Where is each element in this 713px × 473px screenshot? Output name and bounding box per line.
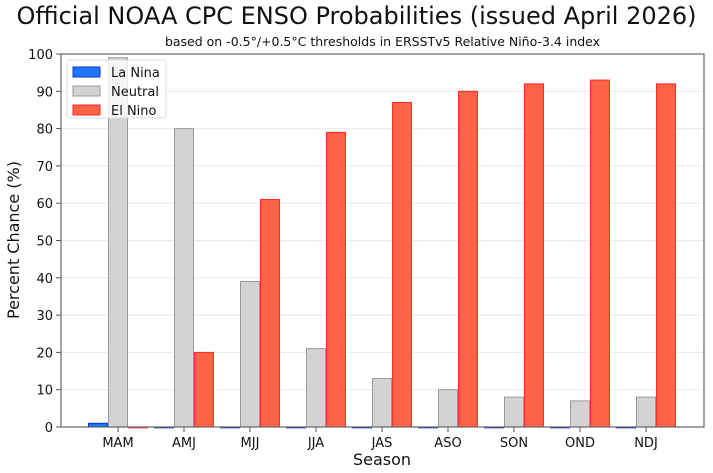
bar-el-nino-ond: [590, 79, 610, 428]
legend-swatch-neutral: [72, 85, 101, 97]
y-tick-label-60: 60: [36, 197, 53, 212]
legend-swatch-la-nina: [72, 66, 101, 78]
x-tick-label-amj: AMJ: [172, 436, 196, 451]
bar-neutral-aso: [438, 389, 458, 428]
bar-el-nino-son: [524, 83, 544, 428]
y-tick-label-100: 100: [28, 48, 53, 63]
bar-neutral-mjj: [240, 281, 260, 428]
y-tick-label-0: 0: [45, 421, 53, 436]
legend-label-neutral: Neutral: [111, 85, 159, 100]
x-tick-label-mam: MAM: [102, 436, 133, 451]
x-tick-label-jja: JJA: [307, 436, 324, 451]
chart-title: Official NOAA CPC ENSO Probabilities (is…: [16, 2, 697, 30]
y-tick-label-20: 20: [36, 346, 53, 361]
bar-el-nino-ndj: [656, 83, 676, 428]
x-axis-ticks: MAM AMJ MJJ JJA JAS ASO SON OND NDJ: [102, 427, 658, 451]
y-tick-label-30: 30: [36, 309, 53, 324]
y-tick-label-50: 50: [36, 235, 53, 250]
x-tick-label-mjj: MJJ: [241, 436, 260, 451]
legend-label-la-nina: La Nina: [111, 66, 160, 81]
x-tick-label-jas: JAS: [371, 436, 393, 451]
y-tick-label-10: 10: [36, 384, 53, 399]
y-axis-ticks: 0 10 20 30 40 50 60 70 80 90 100: [28, 48, 61, 436]
y-tick-label-70: 70: [36, 160, 53, 175]
y-tick-label-80: 80: [36, 123, 53, 138]
legend: La Nina Neutral El Nino: [66, 59, 167, 119]
bar-el-nino-jja: [326, 131, 346, 428]
x-tick-label-ond: OND: [565, 436, 595, 451]
x-tick-label-aso: ASO: [434, 436, 461, 451]
bar-neutral-jja: [306, 348, 326, 428]
y-tick-label-90: 90: [36, 85, 53, 100]
y-axis-label: Percent Chance (%): [4, 161, 23, 319]
x-tick-label-ndj: NDJ: [634, 436, 658, 451]
bar-el-nino-amj: [194, 351, 214, 428]
legend-swatch-el-nino: [72, 104, 101, 116]
bar-el-nino-mjj: [260, 198, 280, 428]
bar-el-nino-aso: [458, 90, 478, 428]
bars: [88, 57, 676, 429]
bar-neutral-ndj: [636, 396, 656, 428]
legend-label-el-nino: El Nino: [111, 104, 157, 119]
x-axis-label: Season: [353, 450, 411, 469]
y-tick-label-40: 40: [36, 272, 53, 287]
bar-neutral-jas: [372, 378, 392, 428]
bar-neutral-ond: [570, 400, 590, 428]
bar-el-nino-jas: [392, 101, 412, 428]
chart-subtitle: based on -0.5°/+0.5°C thresholds in ERSS…: [164, 34, 601, 49]
bar-neutral-son: [504, 396, 524, 428]
bar-neutral-amj: [174, 128, 194, 428]
x-tick-label-son: SON: [500, 436, 528, 451]
